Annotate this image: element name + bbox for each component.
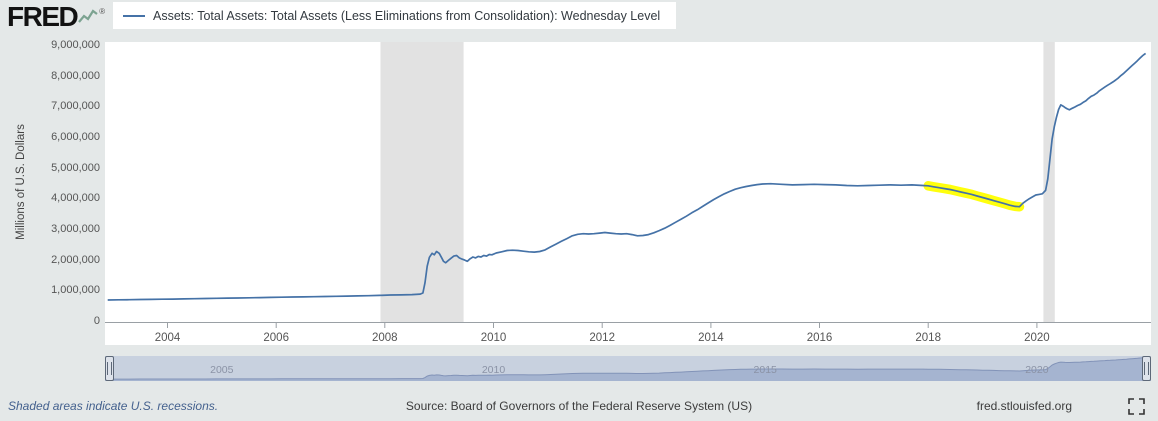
navigator-tick-label: 2015 [754, 364, 778, 376]
recession-band [380, 42, 464, 322]
x-tick-label: 2008 [372, 332, 398, 344]
y-tick-label: 4,000,000 [51, 192, 100, 205]
x-tick-label: 2004 [155, 332, 181, 344]
x-tick-label: 2014 [698, 332, 724, 344]
slider-handle-left[interactable] [105, 356, 114, 381]
slider-grip-icon [107, 362, 112, 375]
source-text: Source: Board of Governors of the Federa… [405, 399, 753, 413]
y-tick-label: 0 [93, 315, 100, 327]
x-tick-label: 2018 [915, 332, 941, 344]
series-line [107, 52, 1147, 301]
y-tick-label: 9,000,000 [51, 39, 100, 51]
y-tick-label: 7,000,000 [51, 100, 100, 113]
y-tick-label: 1,000,000 [51, 284, 100, 297]
x-tick-label: 2020 [1024, 332, 1050, 344]
x-tick-label: 2010 [481, 332, 507, 344]
fred-url-link[interactable]: fred.stlouisfed.org [976, 399, 1072, 413]
chart-plot-area[interactable]: 2004 2006 2008 2010 2012 2014 2016 2018 2020 [105, 42, 1151, 345]
navigator-line [107, 357, 1146, 380]
fred-logo-text: FRED [7, 1, 79, 32]
fred-logo[interactable]: FRED ® [7, 2, 105, 32]
recession-band [1043, 42, 1055, 322]
fullscreen-button[interactable] [1128, 398, 1145, 415]
slider-grip-icon [1144, 362, 1149, 375]
navigator-area [105, 357, 1151, 381]
navigator-tick-label: 2005 [210, 364, 234, 376]
fred-logo-chart-icon [78, 8, 98, 29]
legend: Assets: Total Assets: Total Assets (Less… [113, 2, 677, 29]
y-tick-label: 8,000,000 [51, 69, 100, 82]
x-tick-label: 2012 [589, 332, 615, 344]
x-tick-label: 2006 [263, 332, 289, 344]
y-tick-label: 3,000,000 [51, 223, 100, 235]
slider-handle-right[interactable] [1142, 356, 1151, 381]
registered-mark: ® [99, 7, 106, 16]
series-line-swatch [123, 14, 145, 17]
date-range-slider[interactable]: 2005 2010 2015 2020 [105, 356, 1151, 381]
y-tick-label: 6,000,000 [51, 131, 100, 143]
series-label: Assets: Total Assets: Total Assets (Less… [153, 8, 661, 23]
navigator-tick-label: 2010 [482, 364, 506, 376]
x-tick-label: 2016 [807, 332, 833, 344]
recession-note-link[interactable]: Shaded areas indicate U.S. recessions. [8, 399, 219, 413]
navigator-tick-label: 2020 [1025, 364, 1049, 376]
y-tick-label: 2,000,000 [51, 253, 100, 266]
y-tick-label: 5,000,000 [51, 161, 100, 174]
fullscreen-icon [1128, 398, 1145, 415]
